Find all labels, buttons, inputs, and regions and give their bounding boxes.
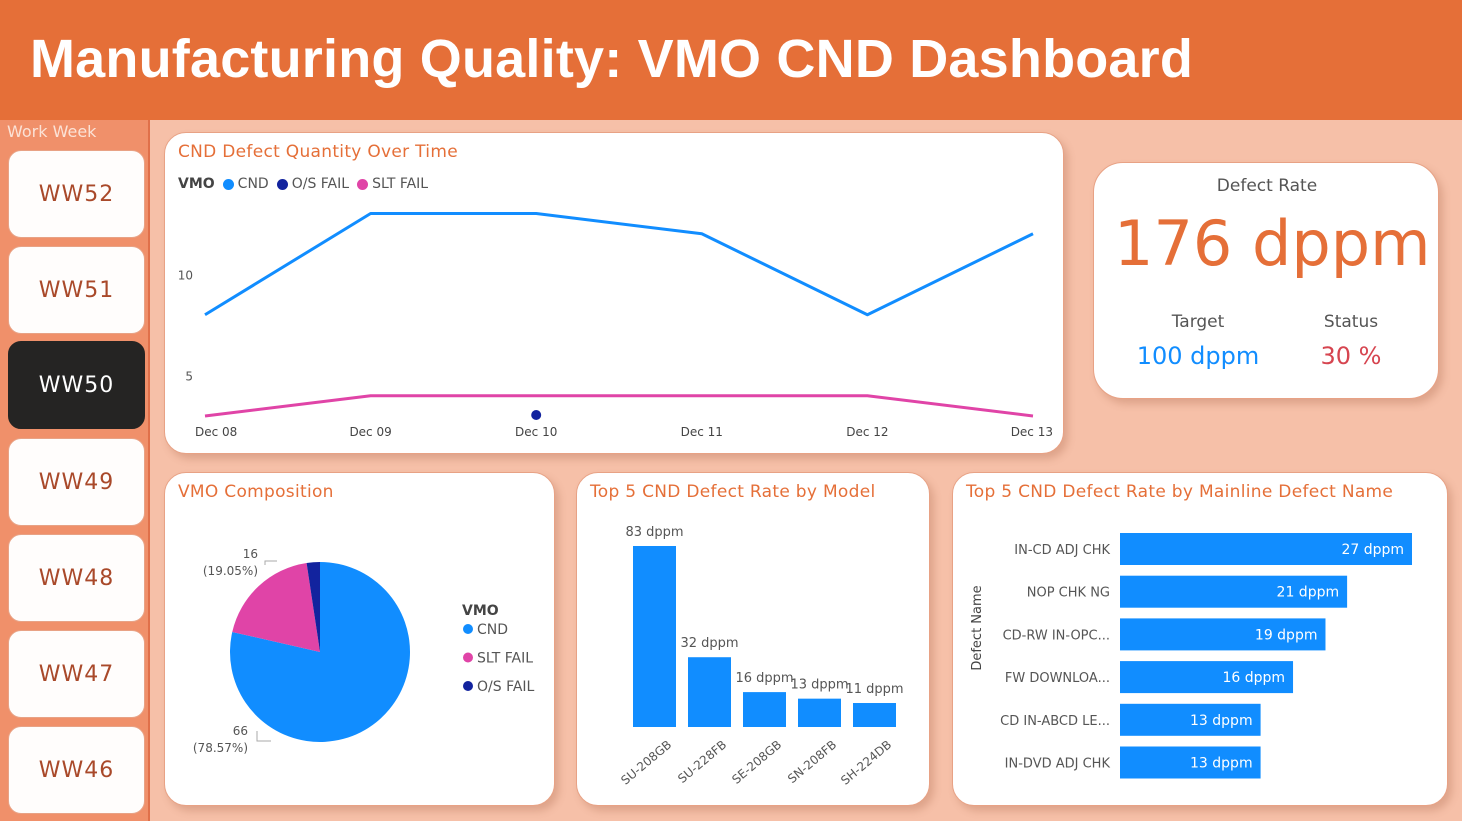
y-tick-label: 5	[185, 370, 193, 384]
defect-bar-data-label: 27 dppm	[1341, 542, 1404, 558]
defect-bar	[1120, 533, 1412, 565]
leader-line	[256, 731, 271, 742]
pie-legend-title: VMO	[462, 603, 499, 619]
model-axis-label: SE-208GB	[729, 737, 784, 786]
x-tick-label: Dec 08	[195, 425, 237, 439]
line-chart-card: CND Defect Quantity Over Time VMO CND O/…	[164, 132, 1064, 454]
pie-legend-marker	[463, 624, 473, 634]
defect-category-label: CD-RW IN-OPC...	[1003, 628, 1110, 643]
series-line-slt-fail	[204, 394, 1034, 418]
model-bar-data-label: 13 dppm	[790, 678, 848, 693]
model-bar-data-label: 32 dppm	[680, 636, 738, 651]
slicer-title: Work Week	[7, 122, 97, 141]
pie-legend-label: CND	[477, 622, 508, 638]
model-axis-label: SU-208GB	[618, 737, 674, 787]
work-week-slicer: Work Week WW52 WW51 WW50 WW49 WW48 WW47 …	[0, 120, 150, 821]
pie-legend-label: SLT FAIL	[477, 651, 533, 667]
kpi-value: 176 dppm	[1114, 207, 1431, 280]
leader-line	[264, 560, 277, 565]
model-axis-label: SH-224DB	[838, 737, 894, 787]
defect-bar	[1120, 661, 1294, 694]
x-tick-label: Dec 13	[1011, 425, 1053, 439]
kpi-title: Defect Rate	[1216, 176, 1318, 196]
defect-rate-card: Defect Rate 176 dppm Target Status 100 d…	[1093, 162, 1439, 399]
line-chart-title: CND Defect Quantity Over Time	[178, 142, 458, 162]
legend-label-cnd: CND	[237, 176, 269, 192]
slicer-item-ww52[interactable]: WW52	[8, 150, 145, 238]
model-axis-label: SU-228FB	[675, 737, 729, 786]
dashboard-title: Manufacturing Quality: VMO CND Dashboard	[30, 29, 1194, 89]
target-value: 100 dppm	[1136, 342, 1260, 370]
slicer-item-ww46[interactable]: WW46	[8, 726, 145, 814]
legend-label-slt-fail: SLT FAIL	[372, 176, 429, 192]
legend-title: VMO	[178, 176, 215, 192]
legend-marker-slt-fail	[357, 178, 369, 190]
x-tick-label: Dec 11	[681, 425, 723, 439]
model-bar	[798, 698, 841, 727]
pie-chart-title: VMO Composition	[178, 482, 334, 502]
pie-slice-o-s-fail	[306, 562, 320, 652]
y-tick-label: 10	[178, 268, 193, 282]
model-bar-plot: 83 dppm SU-208GB 32 dppm SU-228FB 16 dppm SE-…	[618, 525, 903, 788]
defect-category-label: NOP CHK NG	[1027, 586, 1110, 601]
defect-category-label: FW DOWNLOA...	[1005, 671, 1110, 686]
pie-slice-slt-fail	[232, 563, 320, 652]
model-bar-title: Top 5 CND Defect Rate by Model	[590, 482, 876, 502]
series-line-cnd	[204, 212, 1034, 317]
status-value: 30 %	[1320, 342, 1382, 370]
line-chart-legend: VMO CND O/S FAIL SLT FAIL	[178, 176, 428, 192]
defect-bar-data-label: 16 dppm	[1222, 670, 1285, 686]
defect-category-label: IN-CD ADJ CHK	[1014, 543, 1110, 558]
pie-legend-label: O/S FAIL	[477, 679, 535, 695]
model-bar	[688, 657, 731, 727]
line-chart-plot: 5 10 Dec 08 Dec 09 Dec 10 Dec 11 Dec 12 Dec 13	[178, 212, 1053, 439]
pie-legend-marker	[463, 681, 473, 691]
slicer-item-ww47[interactable]: WW47	[8, 630, 145, 718]
x-tick-label: Dec 10	[515, 425, 557, 439]
defect-bar	[1120, 703, 1261, 736]
x-tick-label: Dec 12	[846, 425, 888, 439]
pie-label-value: 66	[233, 724, 248, 738]
model-bar	[633, 546, 676, 727]
pie-slice-cnd	[230, 562, 411, 742]
pie-label-pct: (19.05%)	[203, 564, 258, 578]
pie-label-pct: (78.57%)	[193, 741, 248, 755]
defect-bar	[1120, 746, 1261, 779]
header-banner: Manufacturing Quality: VMO CND Dashboard	[0, 0, 1462, 120]
slicer-item-ww51[interactable]: WW51	[8, 246, 145, 334]
defect-bar-data-label: 13 dppm	[1190, 713, 1253, 729]
y-axis-title: Defect Name	[970, 585, 985, 670]
model-bar-data-label: 83 dppm	[625, 525, 683, 540]
pie-chart-plot: 16 (19.05%) 66 (78.57%) VMO CND SLT FAIL O/S FA…	[193, 547, 535, 755]
model-bar	[853, 703, 896, 727]
defect-category-label: CD IN-ABCD LE...	[1000, 714, 1110, 729]
slicer-item-ww48[interactable]: WW48	[8, 534, 145, 622]
defect-bar	[1120, 575, 1348, 608]
model-bar-card: Top 5 CND Defect Rate by Model 83 dppm SU…	[576, 472, 930, 806]
slicer-item-ww50[interactable]: WW50	[8, 341, 145, 429]
legend-marker-cnd	[222, 178, 234, 190]
defect-name-bar-plot: Defect Name 27 dppm IN-CD ADJ CHK 21 dppm NO…	[970, 533, 1412, 779]
defect-category-label: IN-DVD ADJ CHK	[1005, 757, 1111, 772]
status-label: Status	[1323, 312, 1379, 332]
pie-label-value: 16	[243, 547, 258, 561]
pie-legend-marker	[463, 652, 473, 663]
legend-marker-os-fail	[276, 178, 288, 190]
model-bar	[743, 692, 786, 727]
defect-bar-data-label: 19 dppm	[1255, 627, 1318, 643]
defect-name-bar-card: Top 5 CND Defect Rate by Mainline Defect…	[952, 472, 1448, 806]
legend-label-os-fail: O/S FAIL	[291, 176, 350, 192]
x-tick-label: Dec 09	[349, 425, 391, 439]
defect-bar-data-label: 13 dppm	[1190, 756, 1253, 772]
model-bar-data-label: 11 dppm	[845, 682, 903, 697]
slicer-item-ww49[interactable]: WW49	[8, 438, 145, 526]
pie-chart-card: VMO Composition 16 (19.05%) 66 (78.57%) VMO C…	[164, 472, 555, 806]
target-label: Target	[1171, 312, 1225, 332]
defect-name-bar-title: Top 5 CND Defect Rate by Mainline Defect…	[966, 482, 1394, 502]
model-axis-label: SN-208FB	[785, 737, 839, 786]
model-bar-data-label: 16 dppm	[735, 671, 793, 686]
series-point-o-s-fail	[531, 410, 542, 420]
defect-bar	[1120, 618, 1326, 651]
defect-bar-data-label: 21 dppm	[1277, 585, 1340, 601]
